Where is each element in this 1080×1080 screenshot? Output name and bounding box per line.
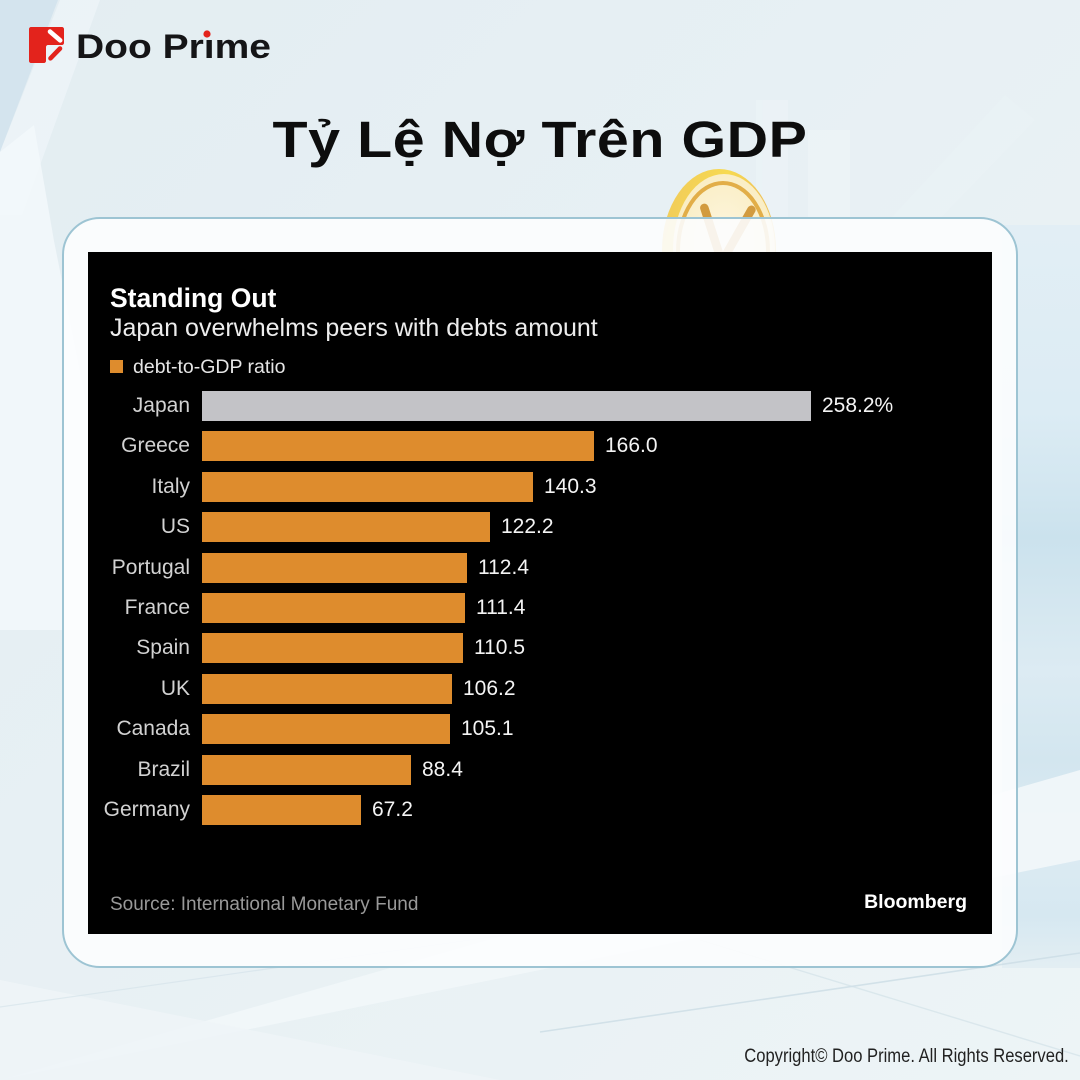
svg-text:Doo Prıme: Doo Prıme (76, 28, 271, 66)
